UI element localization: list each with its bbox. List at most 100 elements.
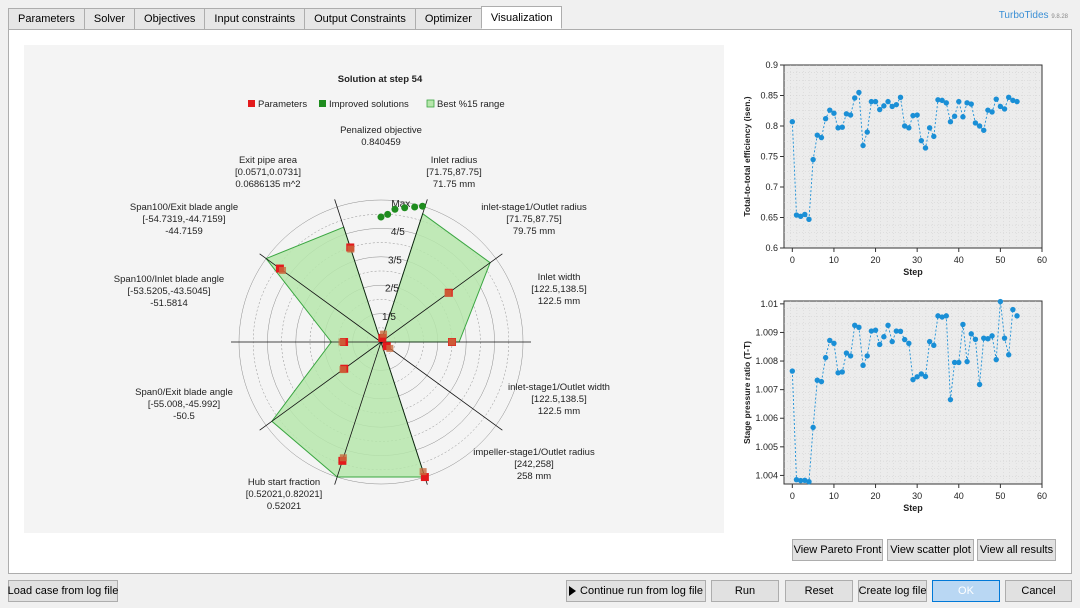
data-point — [810, 424, 816, 431]
tab-solver[interactable]: Solver — [83, 8, 135, 30]
data-point — [831, 340, 837, 347]
center-value: 0.840459 — [361, 137, 401, 148]
view-all-results-button[interactable]: View all results — [977, 539, 1056, 561]
improved-solution-point — [411, 203, 419, 211]
y-tick-label: 1.008 — [755, 356, 778, 366]
data-point — [922, 145, 929, 151]
axis-label-range: [71.75,87.75] — [426, 167, 481, 178]
data-point — [935, 313, 941, 319]
tab-output-constraints[interactable]: Output Constraints — [304, 8, 415, 30]
data-point — [901, 336, 908, 343]
data-point — [972, 336, 979, 343]
axis-label-value: -44.7159 — [165, 226, 203, 237]
y-tick-label: 0.7 — [765, 182, 778, 192]
axis-label-name: Span100/Exit blade angle — [130, 202, 238, 213]
data-point — [964, 358, 970, 365]
parameter-best-marker — [347, 245, 355, 253]
data-point — [856, 89, 862, 96]
data-point — [939, 314, 945, 320]
tab-objectives[interactable]: Objectives — [134, 8, 205, 30]
data-point — [822, 354, 829, 361]
data-point — [864, 129, 870, 135]
data-point — [789, 119, 796, 125]
tab-visualization[interactable]: Visualization — [480, 6, 563, 29]
axis-label-range: [-53.5205,-43.5045] — [128, 286, 211, 297]
ok-label: OK — [958, 585, 974, 597]
axis-label-name: Span100/Inlet blade angle — [114, 274, 224, 285]
x-tick-label: 50 — [995, 491, 1005, 501]
parameter-marker — [378, 333, 387, 342]
data-point — [789, 368, 796, 374]
ring-label: Max — [391, 199, 410, 210]
axis-label-value: 79.75 mm — [513, 226, 555, 237]
data-point — [985, 336, 991, 342]
data-point — [889, 103, 895, 110]
data-point — [847, 112, 854, 118]
view-scatter-plot-button[interactable]: View scatter plot — [887, 539, 974, 561]
axis-label-name: Span0/Exit blade angle — [135, 387, 233, 398]
y-tick-label: 1.01 — [760, 299, 778, 309]
data-point — [943, 313, 949, 319]
parameter-best-marker — [339, 454, 347, 462]
axis-label-name: Exit pipe area — [239, 155, 298, 166]
y-tick-label: 1.005 — [755, 442, 778, 452]
radar-spoke — [380, 341, 503, 431]
data-point — [931, 133, 937, 140]
data-point — [872, 327, 879, 333]
brand-logo: TurboTides 9.8.28 — [999, 10, 1068, 21]
data-point — [852, 95, 858, 101]
x-tick-label: 40 — [954, 491, 964, 501]
data-point — [968, 101, 974, 107]
cancel-button[interactable]: Cancel — [1005, 580, 1072, 602]
data-point — [810, 156, 816, 163]
data-point — [802, 211, 808, 218]
reset-button[interactable]: Reset — [785, 580, 853, 602]
create-log-button[interactable]: Create log file — [858, 580, 927, 602]
data-point — [1010, 306, 1016, 313]
radar-title: Solution at step 54 — [338, 74, 423, 85]
x-tick-label: 0 — [790, 255, 795, 265]
load-case-button[interactable]: Load case from log file — [8, 580, 118, 602]
axis-label-value: 0.52021 — [267, 501, 301, 512]
data-point — [935, 97, 941, 103]
y-tick-label: 0.8 — [765, 121, 778, 131]
ok-button[interactable]: OK — [932, 580, 1000, 602]
data-point — [960, 114, 966, 120]
pressure-ratio-chart: 0 10 20 30 40 50 60 1.01 1.009 1.008 1.007 1.006 1.0… — [742, 299, 1047, 513]
data-point — [827, 107, 833, 113]
data-point — [926, 125, 933, 131]
y-tick-label: 0.6 — [765, 243, 778, 253]
parameter-best-marker — [444, 289, 452, 297]
parameter-best-marker — [448, 338, 456, 346]
axis-label-range: [0.0571,0.0731] — [235, 167, 301, 178]
data-point — [947, 396, 954, 403]
radar-legend: Parameters Improved solutions Best %15 r… — [248, 99, 505, 110]
ring-label: 3/5 — [388, 255, 402, 266]
tab-parameters[interactable]: Parameters — [8, 8, 84, 30]
radar-parameter-markers — [275, 243, 456, 482]
axis-label-range: [-54.7319,-44.7159] — [143, 214, 226, 225]
axis-label-value: 71.75 mm — [433, 179, 475, 190]
tab-input-constraints[interactable]: Input constraints — [204, 8, 305, 30]
parameter-best-marker — [339, 366, 347, 374]
tab-optimizer[interactable]: Optimizer — [414, 8, 481, 30]
data-point — [976, 381, 983, 388]
axis-label-name: impeller-stage1/Outlet radius — [473, 447, 595, 458]
view-pareto-front-button[interactable]: View Pareto Front — [792, 539, 883, 561]
y-tick-label: 1.006 — [755, 413, 778, 423]
data-point — [981, 127, 987, 133]
improved-solution-point — [391, 205, 399, 213]
data-point — [881, 103, 887, 109]
run-button[interactable]: Run — [711, 580, 779, 602]
data-point — [827, 337, 833, 344]
continue-run-button[interactable]: Continue run from log file — [566, 580, 706, 602]
data-point — [839, 124, 845, 130]
data-point — [802, 477, 808, 483]
data-point — [797, 213, 804, 219]
data-point — [893, 101, 900, 108]
axis-label-value: 0.0686135 m^2 — [235, 179, 300, 190]
data-point — [951, 113, 958, 119]
data-point — [1010, 97, 1016, 104]
y-axis-label: Stage pressure ratio (T-T) — [742, 341, 752, 444]
data-point — [877, 106, 883, 113]
